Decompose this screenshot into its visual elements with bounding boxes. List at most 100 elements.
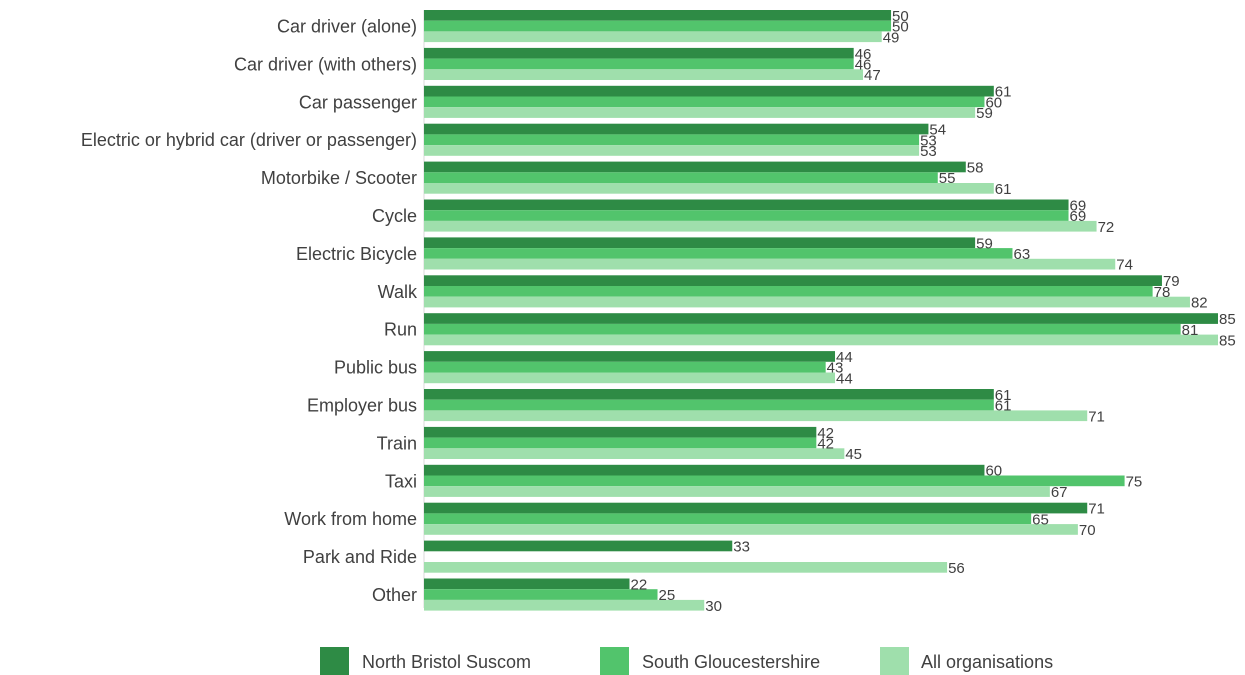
bar <box>424 48 854 59</box>
category-labels: Car driver (alone) Car driver (with other… <box>81 17 418 606</box>
bar <box>424 286 1153 297</box>
legend-swatch <box>320 647 349 675</box>
legend: North Bristol Suscom South Gloucestershir… <box>320 647 1053 675</box>
bar <box>424 237 975 248</box>
value-label: 71 <box>1088 501 1105 518</box>
value-label: 47 <box>864 67 881 84</box>
bar <box>424 324 1181 335</box>
bar <box>424 297 1190 308</box>
legend-label: North Bristol Suscom <box>362 652 531 672</box>
category-label: Walk <box>378 282 418 302</box>
value-label: 59 <box>976 235 993 252</box>
category-label: Taxi <box>385 471 417 491</box>
bar <box>424 438 816 449</box>
category-label: Public bus <box>334 358 417 378</box>
value-label: 59 <box>976 105 993 122</box>
bar <box>424 400 994 411</box>
bar <box>424 513 1031 524</box>
value-label: 25 <box>659 587 676 604</box>
value-label: 61 <box>995 398 1012 415</box>
value-label: 42 <box>817 435 834 452</box>
value-label: 45 <box>845 446 862 463</box>
value-label: 82 <box>1191 295 1208 312</box>
category-label: Cycle <box>372 206 417 226</box>
bar <box>424 579 630 590</box>
value-label: 72 <box>1098 219 1115 236</box>
legend-label: South Gloucestershire <box>642 652 820 672</box>
category-label: Train <box>377 433 417 453</box>
category-label: Car driver (alone) <box>277 17 417 37</box>
category-label: Car driver (with others) <box>234 54 417 74</box>
value-label: 30 <box>705 598 722 615</box>
bar <box>424 486 1050 497</box>
bar <box>424 259 1115 270</box>
bar <box>424 476 1125 487</box>
bar <box>424 335 1218 346</box>
bar <box>424 69 863 80</box>
value-label: 55 <box>939 170 956 187</box>
category-label: Work from home <box>284 509 417 529</box>
category-label: Car passenger <box>299 92 417 112</box>
bar <box>424 221 1097 232</box>
bar <box>424 524 1078 535</box>
value-label: 85 <box>1219 311 1236 328</box>
bar <box>424 275 1162 286</box>
bar <box>424 134 919 145</box>
value-label: 60 <box>985 463 1002 480</box>
category-label: Electric Bicycle <box>296 244 417 264</box>
value-label: 69 <box>1070 208 1087 225</box>
category-label: Run <box>384 320 417 340</box>
bar <box>424 59 854 70</box>
bar <box>424 448 844 459</box>
bar <box>424 410 1087 421</box>
value-label: 65 <box>1032 511 1049 528</box>
bar <box>424 248 1012 259</box>
bar <box>424 183 994 194</box>
bar <box>424 200 1069 211</box>
bar <box>424 31 882 42</box>
value-label: 22 <box>631 576 648 593</box>
value-label: 53 <box>920 143 937 160</box>
value-label: 70 <box>1079 522 1096 539</box>
bar <box>424 210 1069 221</box>
category-label: Electric or hybrid car (driver or passen… <box>81 130 417 150</box>
value-label: 56 <box>948 560 965 577</box>
bar <box>424 313 1218 324</box>
bar <box>424 362 826 373</box>
value-label: 85 <box>1219 332 1236 349</box>
category-label: Park and Ride <box>303 547 417 567</box>
value-label: 67 <box>1051 484 1068 501</box>
bar <box>424 162 966 173</box>
category-label: Motorbike / Scooter <box>261 168 417 188</box>
value-label: 33 <box>733 538 750 555</box>
bar <box>424 351 835 362</box>
bar <box>424 86 994 97</box>
value-label: 63 <box>1013 246 1030 263</box>
category-label: Employer bus <box>307 396 417 416</box>
bar <box>424 107 975 118</box>
value-label: 71 <box>1088 408 1105 425</box>
value-label: 81 <box>1182 322 1199 339</box>
legend-label: All organisations <box>921 652 1053 672</box>
bar <box>424 172 938 183</box>
bar <box>424 373 835 384</box>
value-label: 58 <box>967 159 984 176</box>
bar <box>424 541 732 552</box>
value-label: 75 <box>1126 473 1143 490</box>
bar <box>424 589 658 600</box>
value-label: 44 <box>836 370 853 387</box>
bar <box>424 427 816 438</box>
bar <box>424 21 891 32</box>
legend-swatch <box>880 647 909 675</box>
bar <box>424 124 928 135</box>
category-label: Other <box>372 585 417 605</box>
bar <box>424 503 1087 514</box>
bar <box>424 562 947 573</box>
bar <box>424 389 994 400</box>
value-label: 61 <box>995 181 1012 198</box>
bars <box>424 10 1218 611</box>
bar <box>424 97 984 108</box>
bar <box>424 145 919 156</box>
bar <box>424 10 891 21</box>
